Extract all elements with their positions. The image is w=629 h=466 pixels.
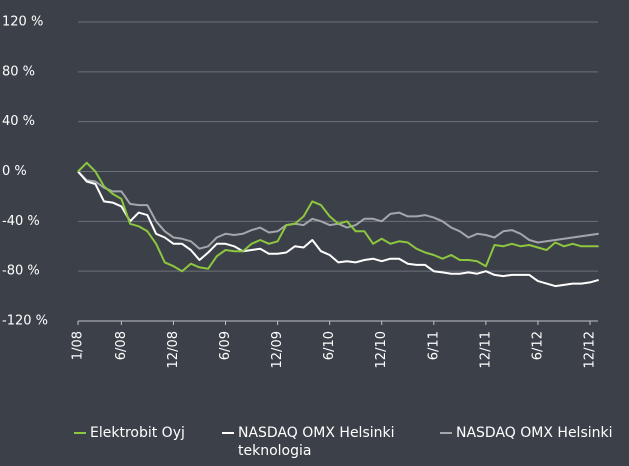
series-line bbox=[77, 170, 599, 250]
y-tick-label: 0 % bbox=[2, 164, 27, 179]
legend-item: NASDAQ OMX Helsinki teknologia bbox=[222, 424, 422, 460]
series-line bbox=[77, 170, 599, 288]
legend-item: NASDAQ OMX Helsinki bbox=[440, 424, 613, 442]
series-line bbox=[77, 161, 599, 273]
x-tick-label: 12/09 bbox=[270, 331, 285, 368]
y-tick-label: 40 % bbox=[2, 114, 35, 129]
y-tick-label: -120 % bbox=[2, 314, 48, 329]
legend-swatch bbox=[74, 432, 86, 434]
x-tick-label: 6/08 bbox=[114, 331, 129, 360]
x-tick-label: 6/09 bbox=[218, 331, 233, 360]
y-tick-label: -80 % bbox=[2, 264, 40, 279]
x-tick-label: 6/11 bbox=[426, 331, 441, 360]
legend-item: Elektrobit Oyj bbox=[74, 424, 185, 442]
x-tick-label: 1/08 bbox=[71, 331, 86, 360]
legend-label: NASDAQ OMX Helsinki bbox=[456, 425, 613, 441]
legend-swatch bbox=[440, 432, 452, 434]
legend-label: Elektrobit Oyj bbox=[90, 425, 185, 441]
x-tick-label: 6/12 bbox=[530, 331, 545, 360]
x-tick-label: 6/10 bbox=[322, 331, 337, 360]
y-tick-label: -40 % bbox=[2, 214, 40, 229]
x-tick-label: 12/10 bbox=[374, 331, 389, 368]
legend-label: NASDAQ OMX Helsinki teknologia bbox=[238, 425, 395, 459]
x-tick-label: 12/12 bbox=[583, 331, 598, 368]
plot: -120 % -80 % -40 % 0 % 40 % 80 % 120 % 1/08 6/08… bbox=[2, 15, 599, 368]
y-tick-label: 80 % bbox=[2, 64, 35, 79]
x-tick-label: 12/08 bbox=[166, 331, 181, 368]
legend-swatch bbox=[222, 432, 234, 434]
y-tick-label: 120 % bbox=[2, 15, 43, 30]
x-tick-label: 12/11 bbox=[478, 331, 493, 368]
